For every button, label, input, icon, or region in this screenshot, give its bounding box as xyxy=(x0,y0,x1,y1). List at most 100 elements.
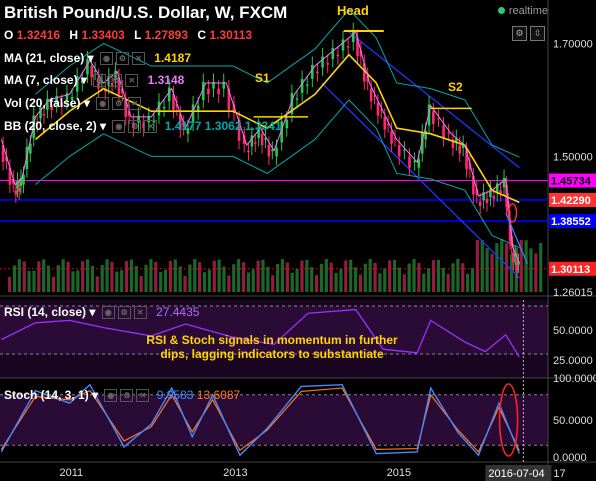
volume-bar xyxy=(124,261,129,292)
candle-body xyxy=(376,102,380,116)
dropdown-icon[interactable]: ▾ xyxy=(77,73,87,87)
volume-bar xyxy=(56,265,60,292)
eye-icon[interactable]: ◉ xyxy=(112,120,126,134)
candle-body xyxy=(152,121,156,123)
volume-bar xyxy=(500,239,504,292)
candle-body xyxy=(321,56,324,68)
head-annotation: Head xyxy=(337,3,369,18)
candle-body xyxy=(217,88,220,95)
volume-bar xyxy=(285,262,289,292)
stoch-k-line xyxy=(0,383,521,457)
gear-icon[interactable]: ⚙ xyxy=(115,52,129,66)
price-level-label: 1.45734 xyxy=(551,176,592,188)
candle-body xyxy=(117,77,121,95)
candle-body xyxy=(403,149,406,151)
volume-bar xyxy=(37,261,41,292)
candle-body xyxy=(137,115,140,123)
time-tick-label: 2015 xyxy=(387,467,411,479)
analysis-note: RSI & Stoch signals in momentum in furth… xyxy=(146,333,398,361)
vol-legend[interactable]: Vol (20, false) ▾ ◉ ⚙ ✕ xyxy=(4,96,142,111)
volume-bar xyxy=(202,272,207,292)
candle-body xyxy=(50,105,53,110)
price-level-box xyxy=(549,261,596,276)
candle-body xyxy=(517,261,520,265)
dropdown-icon[interactable]: ▾ xyxy=(86,305,96,319)
candle-body xyxy=(451,139,455,148)
volume-bar xyxy=(85,259,90,292)
expand-icon[interactable]: ⇳ xyxy=(530,26,545,41)
dropdown-icon[interactable]: ▾ xyxy=(96,119,107,133)
stoch-legend[interactable]: Stoch (14, 3, 1) ▾ ◉ ⚙ ✕ 9.9583 13.6087 xyxy=(4,388,240,403)
volume-bar xyxy=(217,259,221,292)
gear-icon[interactable]: ⚙ xyxy=(120,389,134,403)
eye-icon[interactable]: ◉ xyxy=(101,306,115,320)
candle-body xyxy=(508,218,512,242)
settings-icon[interactable]: ⚙ xyxy=(512,26,527,41)
candle-body xyxy=(207,88,210,95)
dropdown-icon[interactable]: ▾ xyxy=(88,388,99,402)
ma21-legend[interactable]: MA (21, close) ▾ ◉ ⚙ ✕ 1.4187 xyxy=(4,51,191,66)
candle-body xyxy=(331,47,335,59)
eye-icon[interactable]: ◉ xyxy=(104,389,118,403)
close-key: C xyxy=(197,28,207,42)
close-icon[interactable]: ✕ xyxy=(125,74,139,88)
gear-icon[interactable]: ⚙ xyxy=(109,74,123,88)
candle-body xyxy=(455,138,458,143)
volume-bar xyxy=(485,248,489,292)
eye-icon[interactable]: ◉ xyxy=(99,52,113,66)
eye-icon[interactable]: ◉ xyxy=(96,97,110,111)
volume-bar xyxy=(466,273,470,292)
close-icon[interactable]: ✕ xyxy=(131,52,145,66)
ma7-legend[interactable]: MA (7, close) ▾ ◉ ⚙ ✕ 1.3148 xyxy=(4,73,184,88)
candle-body xyxy=(191,104,195,123)
close-icon[interactable]: ✕ xyxy=(136,389,150,403)
volume-bar xyxy=(61,259,65,292)
candle-body xyxy=(427,104,431,126)
rsi-legend[interactable]: RSI (14, close) ▾ ◉ ⚙ ✕ 27.4435 xyxy=(4,305,199,320)
ma21-line xyxy=(34,53,520,204)
candle-body xyxy=(393,138,397,140)
close-icon[interactable]: ✕ xyxy=(144,120,158,134)
candle-body xyxy=(29,143,32,154)
candle-body xyxy=(458,145,462,154)
gear-icon[interactable]: ⚙ xyxy=(128,120,142,134)
volume-bar xyxy=(71,271,75,292)
candle-body xyxy=(42,114,46,116)
candle-body xyxy=(397,145,401,157)
low-key: L xyxy=(134,28,142,42)
candle-body xyxy=(232,104,236,113)
bb-legend[interactable]: BB (20, close, 2) ▾ ◉ ⚙ ✕ 1.4177 1.3062 1.… xyxy=(4,119,282,134)
candle-body xyxy=(242,135,246,144)
dropdown-icon[interactable]: ▾ xyxy=(84,51,94,65)
volume-bar xyxy=(144,264,148,292)
volume-bar xyxy=(168,260,172,292)
volume-bar xyxy=(431,260,436,292)
volume-bar xyxy=(32,270,36,292)
bb-lower-line xyxy=(35,99,520,248)
candle-body xyxy=(196,105,200,112)
volume-bar xyxy=(66,261,70,292)
rsi-line xyxy=(1,308,520,358)
gear-icon[interactable]: ⚙ xyxy=(117,306,131,320)
volume-bar xyxy=(314,274,319,292)
volume-bar xyxy=(451,263,455,292)
close-icon[interactable]: ✕ xyxy=(128,97,142,111)
candle-body xyxy=(16,180,19,189)
candle-body xyxy=(1,145,5,163)
volume-bar xyxy=(402,274,406,292)
eye-icon[interactable]: ◉ xyxy=(93,74,107,88)
dropdown-icon[interactable]: ▾ xyxy=(80,96,90,110)
candle-body xyxy=(311,64,314,79)
volume-bar xyxy=(495,243,499,292)
price-tick-label: 1.50000 xyxy=(553,151,593,163)
volume-bar xyxy=(422,273,426,292)
volume-bar xyxy=(193,259,197,292)
close-icon[interactable]: ✕ xyxy=(133,306,147,320)
gear-icon[interactable]: ⚙ xyxy=(112,97,126,111)
volume-bar xyxy=(334,273,338,292)
volume-bar xyxy=(222,266,226,292)
volume-bar xyxy=(519,239,523,292)
candle-body xyxy=(366,75,370,82)
candle-body xyxy=(178,114,182,130)
